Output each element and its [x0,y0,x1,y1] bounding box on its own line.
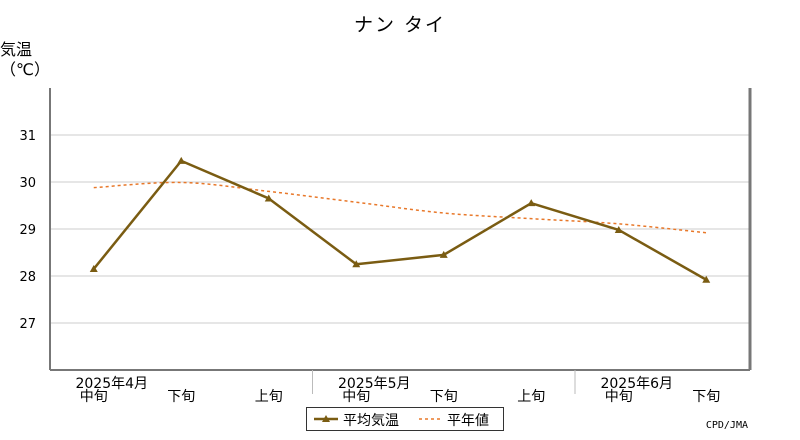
y-tick-label: 30 [19,176,36,191]
x-tick-label: 中旬 [342,389,370,405]
series-line-mean [92,159,707,281]
x-tick-label: 下旬 [430,389,458,405]
data-point-mean [352,260,361,268]
legend-label-normal: 平年値 [447,413,489,429]
month-label: 2025年4月 [75,376,148,392]
credit: CPD/JMA [705,420,748,431]
y-tick-label: 29 [19,223,36,238]
x-tick-label: 中旬 [80,389,108,405]
y-tick-label: 28 [19,270,36,285]
legend-marker-normal-icon [419,418,441,420]
legend-marker-mean-icon [314,415,338,422]
legend-label-mean: 平均気温 [343,413,399,429]
data-point-mean [527,199,536,207]
data-point-mean [264,194,273,202]
x-tick-label: 上旬 [255,389,283,405]
data-point-mean [89,264,98,272]
x-tick-label: 中旬 [605,389,633,405]
data-point-mean [614,225,623,233]
legend: 平均気温 平年値 [306,407,504,431]
x-tick-label: 下旬 [692,389,720,405]
y-tick-label: 31 [19,129,36,144]
x-tick-label: 上旬 [517,389,545,405]
month-label: 2025年6月 [600,376,673,392]
y-tick-label: 27 [19,317,36,332]
y-axis-label-text: 気温 （℃） [0,40,50,79]
data-point-mean [702,275,711,283]
y-axis-label: 気温 （℃） [0,40,50,80]
series-line-normal [93,181,707,234]
data-point-mean [177,156,186,164]
data-point-mean [439,250,448,258]
x-tick-label: 下旬 [167,389,195,405]
chart-title: ナン タイ [353,14,447,36]
month-label: 2025年5月 [338,376,411,392]
